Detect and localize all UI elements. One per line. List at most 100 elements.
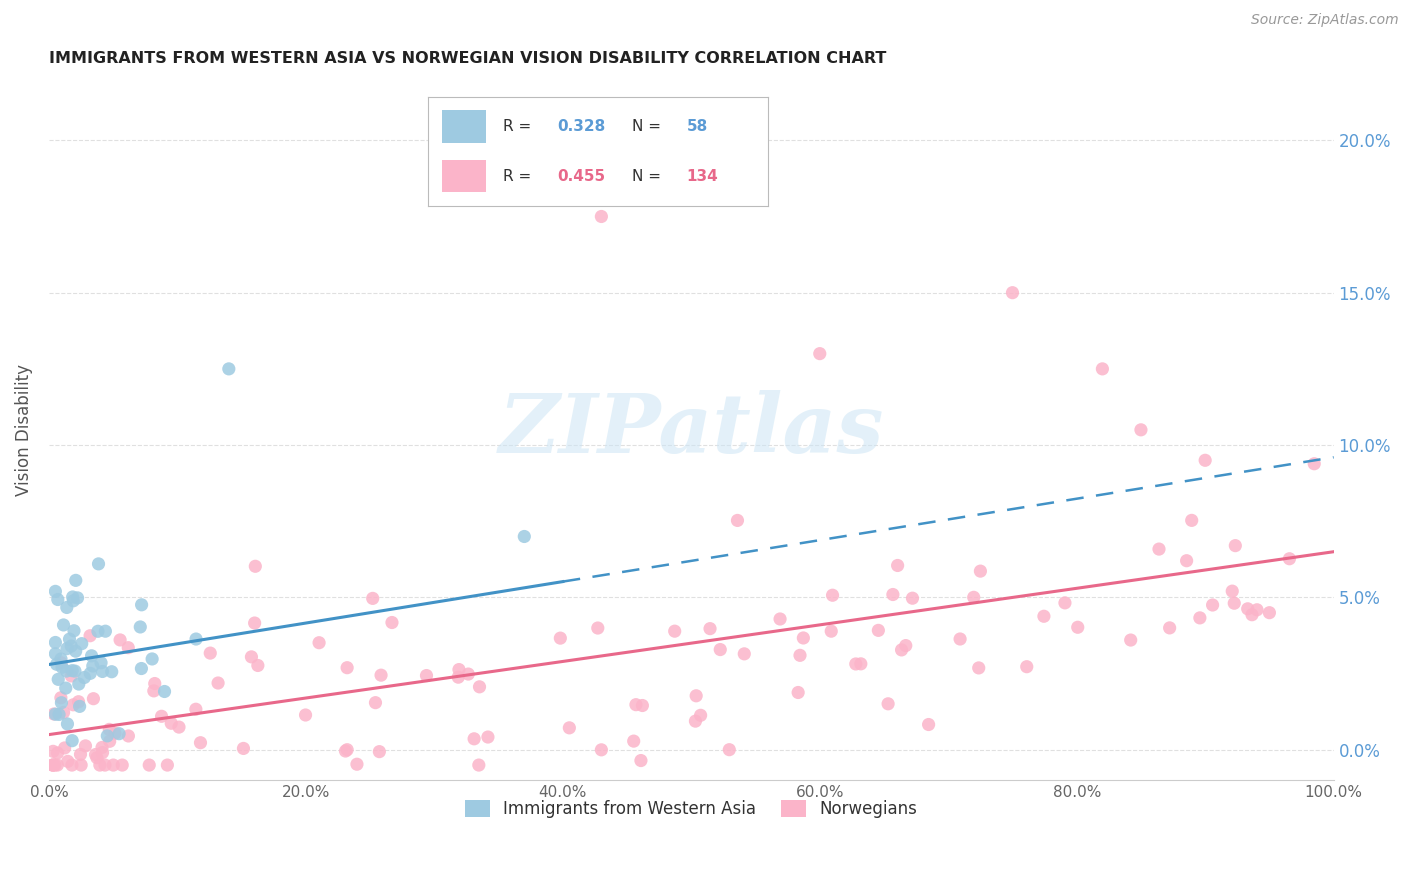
Point xyxy=(100,665,122,679)
Point xyxy=(901,591,924,606)
Text: ZIPatlas: ZIPatlas xyxy=(499,390,884,470)
Point xyxy=(890,643,912,657)
Point xyxy=(142,684,165,698)
Point xyxy=(967,661,990,675)
Point xyxy=(60,669,83,683)
Point xyxy=(963,591,986,605)
Point xyxy=(917,717,939,731)
Point xyxy=(886,558,908,573)
Point xyxy=(558,721,581,735)
Point xyxy=(70,758,93,772)
Point xyxy=(447,670,470,684)
Point xyxy=(709,642,731,657)
Point xyxy=(877,697,900,711)
Point xyxy=(308,636,330,650)
Point xyxy=(65,574,87,588)
Point xyxy=(44,647,66,661)
Point xyxy=(45,657,67,672)
Point xyxy=(457,667,479,681)
Point xyxy=(49,656,72,670)
Point xyxy=(1129,423,1152,437)
Point xyxy=(792,631,814,645)
Point xyxy=(90,656,112,670)
Point xyxy=(361,591,384,606)
Point xyxy=(190,736,212,750)
Point xyxy=(246,658,269,673)
Y-axis label: Vision Disability: Vision Disability xyxy=(15,364,32,496)
Text: IMMIGRANTS FROM WESTERN ASIA VS NORWEGIAN VISION DISABILITY CORRELATION CHART: IMMIGRANTS FROM WESTERN ASIA VS NORWEGIA… xyxy=(49,51,886,66)
Point xyxy=(160,716,183,731)
Point xyxy=(787,685,810,699)
Point xyxy=(969,564,991,578)
Point xyxy=(447,663,470,677)
Point xyxy=(1240,607,1263,622)
Point xyxy=(67,695,90,709)
Point xyxy=(232,741,254,756)
Point xyxy=(87,624,110,639)
Point xyxy=(245,559,267,574)
Point xyxy=(664,624,686,639)
Point xyxy=(1236,602,1258,616)
Point xyxy=(56,717,79,731)
Point xyxy=(111,758,134,772)
Point xyxy=(117,640,139,655)
Point xyxy=(849,657,872,671)
Point xyxy=(96,729,118,743)
Point xyxy=(468,680,491,694)
Point xyxy=(1225,539,1247,553)
Point xyxy=(820,624,842,639)
Point xyxy=(44,707,66,722)
Point xyxy=(1223,596,1246,610)
Point xyxy=(156,758,179,772)
Point xyxy=(131,661,153,675)
Point xyxy=(364,696,387,710)
Point xyxy=(821,588,844,602)
Point xyxy=(1147,542,1170,557)
Point xyxy=(42,744,65,758)
Point xyxy=(80,648,103,663)
Point xyxy=(42,758,65,772)
Point xyxy=(44,635,66,649)
Point xyxy=(150,709,173,723)
Point xyxy=(685,714,707,728)
Text: Source: ZipAtlas.com: Source: ZipAtlas.com xyxy=(1251,13,1399,28)
Point xyxy=(42,706,65,721)
Point xyxy=(718,742,741,756)
Point xyxy=(51,696,73,710)
Legend: Immigrants from Western Asia, Norwegians: Immigrants from Western Asia, Norwegians xyxy=(458,793,924,824)
Point xyxy=(69,747,91,762)
Point xyxy=(56,600,79,615)
Point xyxy=(52,618,75,632)
Point xyxy=(868,624,890,638)
Point xyxy=(79,629,101,643)
Point xyxy=(75,739,97,753)
Point xyxy=(91,746,114,760)
Point xyxy=(243,615,266,630)
Point xyxy=(66,591,89,605)
Point xyxy=(513,529,536,543)
Point xyxy=(53,740,76,755)
Point xyxy=(769,612,792,626)
Point xyxy=(62,698,84,712)
Point xyxy=(368,745,391,759)
Point xyxy=(370,668,392,682)
Point xyxy=(336,742,359,756)
Point xyxy=(1091,362,1114,376)
Point xyxy=(1201,598,1223,612)
Point xyxy=(98,734,121,748)
Point xyxy=(46,592,69,607)
Point xyxy=(623,734,645,748)
Point xyxy=(44,758,66,772)
Point xyxy=(733,647,755,661)
Point xyxy=(108,727,131,741)
Point xyxy=(56,755,79,769)
Point xyxy=(49,652,72,666)
Point xyxy=(1258,606,1281,620)
Point xyxy=(468,758,491,772)
Point xyxy=(153,684,176,698)
Point xyxy=(62,594,84,608)
Point xyxy=(44,584,66,599)
Point xyxy=(42,758,65,772)
Point xyxy=(1220,584,1243,599)
Point xyxy=(346,757,368,772)
